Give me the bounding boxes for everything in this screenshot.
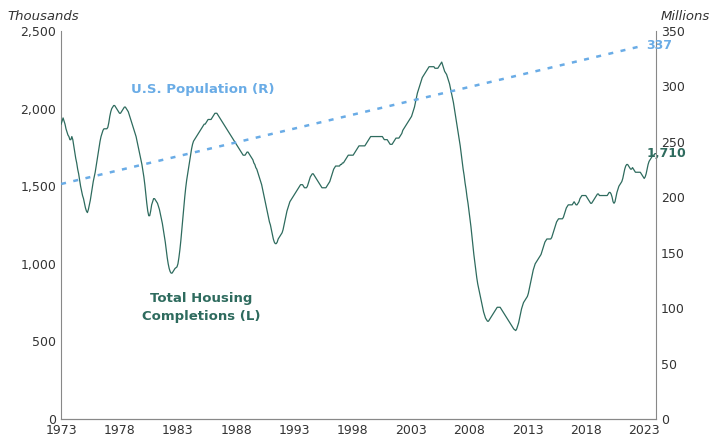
Text: U.S. Population (R): U.S. Population (R) — [131, 83, 275, 96]
Text: Millions: Millions — [660, 10, 709, 23]
Text: Total Housing
Completions (L): Total Housing Completions (L) — [142, 292, 260, 323]
Text: 337: 337 — [647, 39, 673, 52]
Text: 1,710: 1,710 — [647, 147, 686, 160]
Text: Thousands: Thousands — [8, 10, 79, 23]
